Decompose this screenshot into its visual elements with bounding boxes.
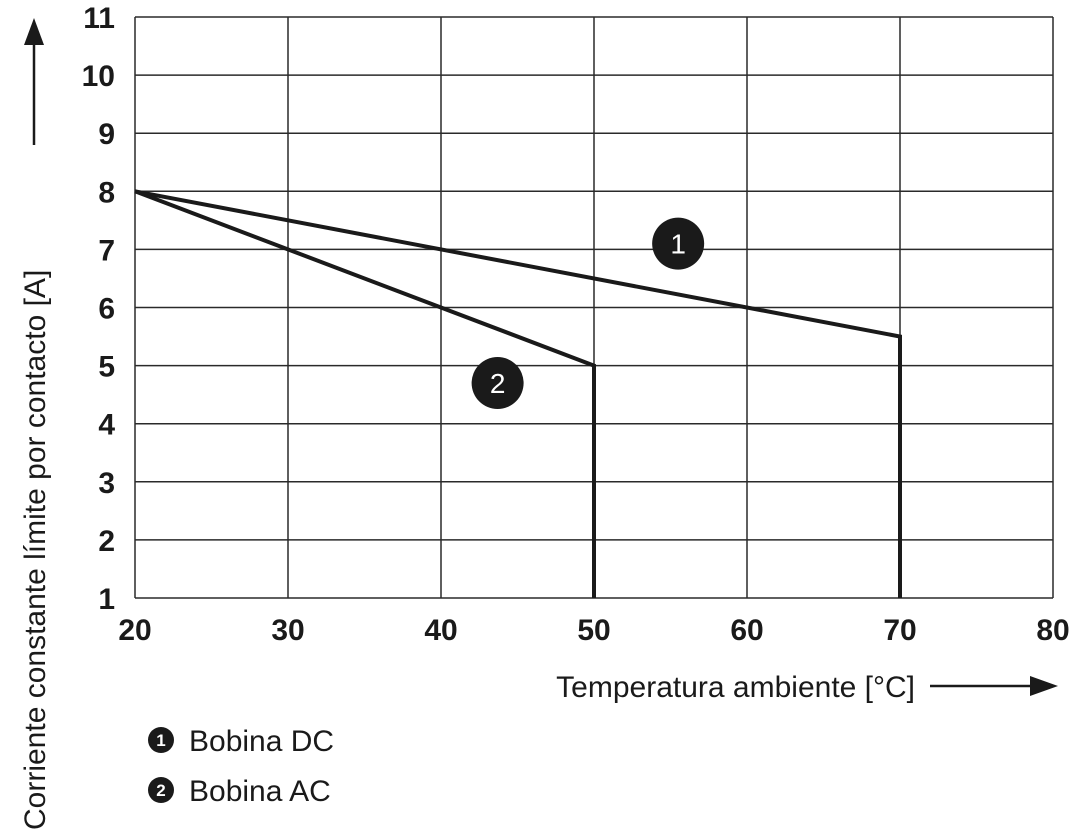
y-tick-label-5: 6 [98,293,115,326]
x-tick-label-0: 20 [118,614,151,647]
y-axis-label: Corriente constante límite por contacto … [19,270,52,830]
grid [134,16,1054,599]
y-tick-label-9: 10 [82,60,115,93]
legend: 1 Bobina DC 2 Bobina AC [148,725,334,808]
legend-marker-label-1: 1 [156,731,165,750]
legend-label-1: Bobina DC [189,725,334,758]
series-line-1 [134,189,902,598]
x-axis-arrow [930,676,1058,696]
legend-marker-1 [148,727,174,753]
legend-marker-2 [148,777,174,803]
series-layer: 12 [134,189,902,598]
series-marker-2 [471,357,524,410]
x-tick-label-5: 70 [883,614,916,647]
y-tick-label-0: 1 [98,583,115,616]
x-axis-label: Temperatura ambiente [°C] [556,671,915,704]
y-tick-label-4: 5 [98,351,115,384]
y-axis-arrow [24,18,44,145]
series-marker-1 [652,217,705,270]
y-tick-labels: 1 2 3 4 5 6 7 8 9 10 11 [82,2,116,616]
legend-label-2: Bobina AC [189,775,331,808]
y-tick-label-2: 3 [98,467,115,500]
legend-marker-label-2: 2 [156,781,165,800]
y-tick-label-3: 4 [98,409,115,442]
y-tick-label-10: 11 [83,2,115,35]
x-tick-label-4: 60 [730,614,763,647]
series-line-2 [134,189,596,598]
y-tick-label-6: 7 [98,234,115,267]
series-marker-label-2: 2 [490,368,506,399]
x-tick-labels: 20 30 40 50 60 70 80 [118,614,1069,647]
y-tick-label-8: 9 [98,118,115,151]
x-tick-label-1: 30 [271,614,304,647]
y-tick-label-7: 8 [98,176,115,209]
series-marker-label-1: 1 [670,229,686,260]
x-tick-label-2: 40 [424,614,457,647]
x-tick-label-6: 80 [1036,614,1069,647]
x-tick-label-3: 50 [577,614,610,647]
y-tick-label-1: 2 [98,525,115,558]
